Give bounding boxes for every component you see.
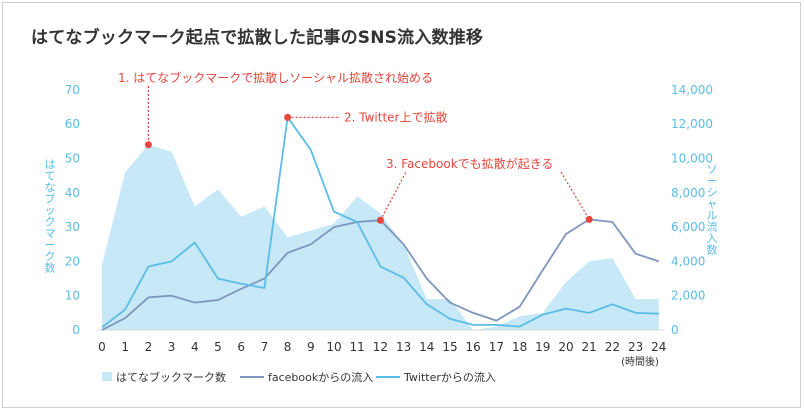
y-left-tick-label: 0 (72, 323, 80, 337)
x-tick-label: 22 (605, 340, 620, 354)
chart-title: はてなブックマーク起点で拡散した記事のSNS流入数推移 (31, 28, 484, 48)
annotations-layer: 1. はてなブックマークで拡散しソーシャル拡散され始める 2. Twitter上で… (118, 70, 593, 224)
y-right-tick-label: 12,000 (671, 117, 713, 131)
x-tick-label: 18 (512, 340, 527, 354)
area-layer (102, 144, 659, 330)
y-right-tick-label: 2,000 (671, 289, 705, 303)
y-right-tick-label: 6,000 (671, 220, 705, 234)
x-tick-label: 8 (284, 340, 292, 354)
legend-item-facebook-label: facebookからの流入 (268, 370, 373, 384)
x-tick-label: 11 (350, 340, 365, 354)
x-tick-label: 13 (396, 340, 411, 354)
annotation-3-point (376, 216, 384, 224)
line-twitter (101, 116, 659, 329)
legend-item-hatena-label: はてなブックマーク数 (116, 370, 226, 384)
x-tick-label: 0 (98, 340, 106, 354)
legend-item-hatena-swatch (102, 372, 112, 381)
x-tick-label: 16 (466, 340, 481, 354)
annotation-1-point (144, 141, 152, 149)
x-tick-label: 2 (145, 340, 153, 354)
y-left-tick-label: 10 (65, 289, 80, 303)
y-left-tick-label: 20 (65, 254, 80, 268)
y-left-tick-label: 50 (65, 152, 80, 166)
x-tick-label: 17 (489, 340, 504, 354)
highlight-point (585, 215, 593, 223)
x-tick-label: 12 (373, 340, 388, 354)
x-tick-label: 6 (237, 340, 245, 354)
x-tick-label: 10 (326, 340, 341, 354)
y-left-tick-label: 70 (65, 83, 80, 97)
x-tick-label: 5 (214, 340, 222, 354)
y-right-tick-label: 0 (671, 323, 679, 337)
y-right-tick-label: 8,000 (671, 186, 705, 200)
x-tick-label: 24 (651, 340, 666, 354)
annotation-1-text: 1. はてなブックマークで拡散しソーシャル拡散され始める (118, 70, 433, 85)
y-left-tick-label: 60 (65, 117, 80, 131)
x-tick-label: 3 (168, 340, 176, 354)
x-tick-label: 21 (582, 340, 597, 354)
legend: はてなブックマーク数 facebookからの流入 Twitterからの流入 (102, 370, 496, 384)
x-axis-unit: (時間後) (621, 355, 659, 368)
y-right-tick-label: 4,000 (671, 254, 705, 268)
x-tick-label: 1 (121, 340, 129, 354)
axes-layer: 01020304050607002,0004,0006,0008,00010,0… (45, 83, 718, 368)
annotation-2-point (284, 113, 292, 121)
area-hatena-bookmarks (102, 144, 659, 330)
x-tick-label: 19 (535, 340, 550, 354)
y-left-tick-label: 40 (65, 186, 80, 200)
x-tick-label: 9 (307, 340, 315, 354)
x-tick-label: 15 (442, 340, 457, 354)
x-tick-label: 4 (191, 340, 199, 354)
y-left-axis-label: はてなブックマーク数 (45, 158, 56, 275)
y-right-axis-label: ソーシャル流入数 (707, 163, 718, 257)
annotation-2-text: 2. Twitter上で拡散 (344, 109, 447, 124)
x-tick-label: 23 (628, 340, 643, 354)
x-tick-label: 14 (419, 340, 434, 354)
annotation-3-leader (379, 171, 407, 221)
y-right-tick-label: 10,000 (671, 152, 713, 166)
legend-item-twitter-label: Twitterからの流入 (403, 370, 496, 384)
y-right-tick-label: 14,000 (671, 83, 713, 97)
x-tick-label: 7 (261, 340, 269, 354)
annotation-3-leader-2 (560, 171, 590, 220)
y-left-tick-label: 30 (65, 220, 80, 234)
x-tick-label: 20 (558, 340, 573, 354)
annotation-3-text: 3. Facebookでも拡散が起きる (386, 156, 553, 171)
